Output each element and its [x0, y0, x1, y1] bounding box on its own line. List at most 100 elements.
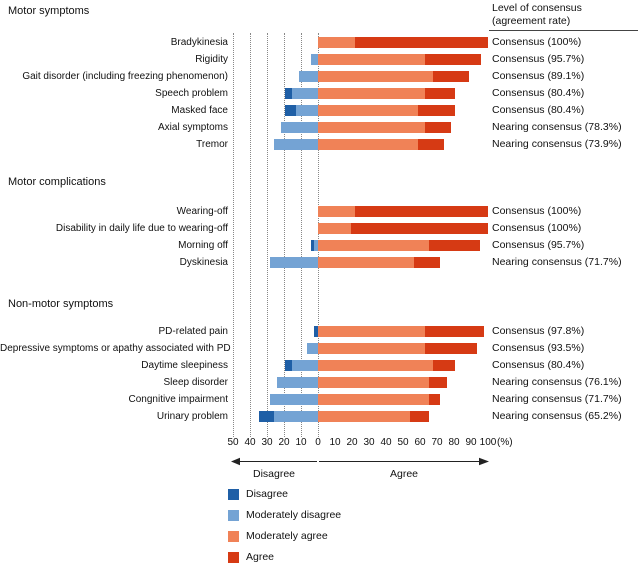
symptom-row: Disability in daily life due to wearing-… — [0, 220, 638, 237]
legend: Disagree Moderately disagree Moderately ag… — [228, 488, 341, 566]
legend-item: Moderately disagree — [228, 509, 341, 521]
consensus-label: Consensus (80.4%) — [492, 104, 585, 116]
stacked-bar — [269, 394, 440, 405]
segment-moderately_disagree — [310, 54, 318, 65]
legend-item: Disagree — [228, 488, 341, 500]
gridline — [318, 33, 319, 437]
stacked-bar — [310, 240, 481, 251]
legend-label: Moderately agree — [246, 530, 328, 542]
consensus-label: Nearing consensus (71.7%) — [492, 393, 622, 405]
segment-moderately_agree — [317, 71, 433, 82]
legend-swatch-agree — [228, 551, 239, 563]
stacked-bar — [284, 360, 455, 371]
group-header: Motor complications — [8, 176, 106, 188]
symptom-label: Depressive symptoms or apathy associated… — [0, 343, 231, 354]
symptom-row: Depressive symptoms or apathy associated… — [0, 340, 638, 357]
segment-moderately_agree — [317, 394, 429, 405]
segment-moderately_disagree — [273, 139, 318, 150]
segment-moderately_agree — [318, 206, 355, 217]
consensus-header-line2: (agreement rate) — [492, 15, 571, 27]
gridline — [233, 33, 234, 437]
segment-moderately_disagree — [306, 343, 318, 354]
axis-tick: 20 — [346, 437, 358, 448]
segment-agree — [425, 54, 481, 65]
legend-item: Agree — [228, 551, 341, 563]
segment-moderately_agree — [317, 139, 418, 150]
disagree-arrow-label: Disagree — [252, 468, 296, 480]
symptom-label: Dyskinesia — [179, 257, 228, 268]
segment-moderately_disagree — [299, 71, 318, 82]
symptom-row: Daytime sleepiness Consensus (80.4%) — [0, 357, 638, 374]
symptom-label: Bradykinesia — [170, 37, 228, 48]
segment-moderately_agree — [317, 54, 426, 65]
axis-tick: 100 — [479, 437, 497, 448]
symptom-row: Morning off Consensus (95.7%) — [0, 237, 638, 254]
segment-moderately_disagree — [314, 240, 318, 251]
segment-moderately_disagree — [269, 257, 318, 268]
consensus-label: Consensus (100%) — [492, 36, 582, 48]
symptom-row: Wearing-off Consensus (100%) — [0, 203, 638, 220]
symptom-row: Dyskinesia Nearing consensus (71.7%) — [0, 254, 638, 271]
segment-disagree — [310, 240, 315, 251]
segment-moderately_agree — [317, 257, 415, 268]
consensus-label: Nearing consensus (65.2%) — [492, 410, 622, 422]
symptom-row: Bradykinesia Consensus (100%) — [0, 34, 638, 51]
symptom-label: Wearing-off — [176, 206, 228, 217]
axis-tick: 40 — [380, 437, 392, 448]
rows: Motor symptoms Bradykinesia Consensus (1… — [0, 4, 638, 425]
segment-disagree — [258, 411, 274, 422]
stacked-bar — [284, 105, 455, 116]
segment-moderately_agree — [317, 326, 426, 337]
segment-disagree — [284, 360, 293, 371]
agree-arrow-label: Agree — [389, 468, 419, 480]
stacked-bar — [314, 326, 485, 337]
symptom-label: Masked face — [171, 105, 228, 116]
symptom-label: Daytime sleepiness — [141, 360, 228, 371]
segment-agree — [428, 240, 481, 251]
segment-agree — [425, 88, 455, 99]
axis-tick: 20 — [278, 437, 290, 448]
legend-swatch-moderately_disagree — [228, 509, 239, 521]
consensus-label: Consensus (80.4%) — [492, 359, 585, 371]
stacked-bar — [310, 54, 481, 65]
symptom-row: Sleep disorder Nearing consensus (76.1%) — [0, 374, 638, 391]
axis-tick: 10 — [295, 437, 307, 448]
consensus-label: Consensus (80.4%) — [492, 87, 585, 99]
stacked-bar — [258, 411, 429, 422]
axis-ticks: 50 40 30 20 10 0 10 20 30 40 50 60 70 80 90 100 — [0, 437, 638, 449]
segment-moderately_disagree — [277, 377, 318, 388]
gridline — [267, 33, 268, 437]
segment-agree — [428, 377, 448, 388]
axis-tick: 70 — [431, 437, 443, 448]
segment-moderately_agree — [317, 377, 429, 388]
symptom-label: Gait disorder (including freezing phenom… — [22, 71, 228, 82]
segment-moderately_agree — [317, 343, 426, 354]
consensus-label: Consensus (97.8%) — [492, 325, 585, 337]
group-header: Motor symptoms — [8, 5, 90, 17]
axis-tick: 50 — [227, 437, 239, 448]
segment-moderately_disagree — [292, 360, 318, 371]
gridline — [250, 33, 251, 437]
consensus-header-rule — [489, 30, 638, 31]
segment-agree — [410, 411, 429, 422]
segment-agree — [432, 71, 470, 82]
segment-moderately_agree — [317, 360, 433, 371]
segment-agree — [414, 257, 440, 268]
segment-moderately_agree — [317, 240, 429, 251]
axis-unit-label: (%) — [497, 437, 513, 448]
stacked-bar — [284, 88, 455, 99]
axis-tick: 80 — [448, 437, 460, 448]
legend-item: Moderately agree — [228, 530, 341, 542]
consensus-column-header: Level of consensus (agreement rate) — [492, 2, 582, 28]
segment-moderately_agree — [317, 88, 426, 99]
stacked-bar — [318, 206, 488, 217]
segment-moderately_disagree — [269, 394, 318, 405]
segment-agree — [417, 139, 444, 150]
segment-moderately_disagree — [292, 88, 318, 99]
legend-swatch-moderately_agree — [228, 530, 239, 542]
stacked-bar — [318, 223, 488, 234]
segment-agree — [425, 122, 451, 133]
axis-tick: 30 — [363, 437, 375, 448]
segment-moderately_disagree — [295, 105, 318, 116]
consensus-label: Consensus (95.7%) — [492, 53, 585, 65]
